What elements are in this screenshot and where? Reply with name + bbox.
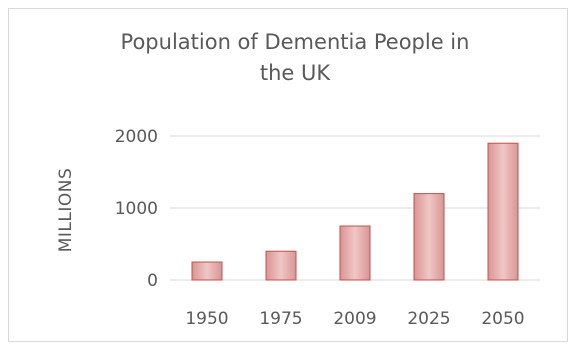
chart-title-line-2: the UK [259,61,331,85]
bar-2009 [339,225,371,281]
tick-labels: 0 1000 2000 1950 1975 2009 2025 2050 [115,127,525,329]
x-tick-label-2025: 2025 [407,309,450,329]
bar-2025 [413,193,445,281]
x-tick-label-1950: 1950 [185,309,228,329]
y-tick-label: 0 [147,271,158,291]
y-tick-label: 1000 [115,199,158,219]
x-tick-label-2009: 2009 [333,309,376,329]
bar-1950 [191,261,223,281]
chart-frame [8,8,568,342]
chart-title-line-1: Population of Dementia People in [120,30,470,54]
chart-title: Population of Dementia People in the UK [0,27,573,89]
x-tick-label-1975: 1975 [259,309,302,329]
bars [191,142,519,281]
bar-1975 [265,250,297,281]
bar-2050 [487,142,519,281]
x-tick-label-2050: 2050 [481,309,524,329]
y-tick-label: 2000 [115,127,158,147]
